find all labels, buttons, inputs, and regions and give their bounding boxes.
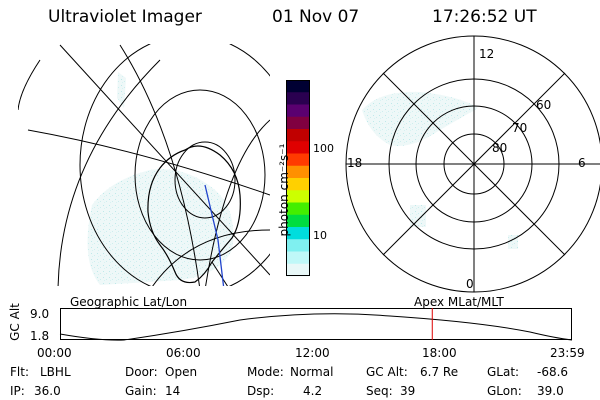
dsp-value: 4.2 xyxy=(303,384,323,398)
colorbar-band xyxy=(286,80,310,93)
lat-label-70: 70 xyxy=(512,121,528,135)
dsp-label: Dsp: xyxy=(247,384,275,398)
colorbar-tick-100: 100 xyxy=(313,142,334,155)
gain-value: 14 xyxy=(165,384,181,398)
gain-label: Gain: xyxy=(125,384,157,398)
lat-label-60: 60 xyxy=(536,98,552,112)
flt-label: Flt: xyxy=(10,365,29,379)
flt-value: LBHL xyxy=(40,365,71,379)
apex-map-label: Apex MLat/MLT xyxy=(414,295,504,309)
gcalt-label: GC Alt: xyxy=(366,365,408,379)
date-label: 01 Nov 07 xyxy=(272,7,360,27)
time-tick-1200: 12:00 xyxy=(295,346,330,360)
color-bar xyxy=(286,80,310,277)
mlt-label-12: 12 xyxy=(479,47,495,61)
altitude-plot xyxy=(59,308,573,341)
colorbar-band xyxy=(286,239,310,252)
colorbar-tick-10: 10 xyxy=(313,229,327,242)
ip-label: IP: xyxy=(10,384,25,398)
colorbar-band xyxy=(286,141,310,154)
time-tick-0000: 00:00 xyxy=(37,346,72,360)
time-tick-2359: 23:59 xyxy=(550,346,585,360)
colorbar-band xyxy=(286,92,310,105)
glat-label: GLat: xyxy=(487,365,520,379)
mlt-label-0: 0 xyxy=(466,277,474,291)
colorbar-band xyxy=(286,263,310,277)
colorbar-band xyxy=(286,116,310,130)
colorbar-band xyxy=(286,214,310,228)
geographic-map-label: Geographic Lat/Lon xyxy=(70,295,188,309)
glon-label: GLon: xyxy=(487,384,522,398)
door-value: Open xyxy=(165,365,198,379)
mode-label: Mode: xyxy=(247,365,284,379)
seq-value: 39 xyxy=(400,384,416,398)
instrument-title: Ultraviolet Imager xyxy=(48,7,202,27)
mlt-label-6: 6 xyxy=(578,156,586,170)
colorbar-band xyxy=(286,190,310,203)
altitude-axis-label: GC Alt xyxy=(8,303,22,341)
door-label: Door: xyxy=(125,365,158,379)
colorbar-band xyxy=(286,104,310,118)
colorbar-band xyxy=(286,178,310,191)
time-label: 17:26:52 UT xyxy=(432,7,537,27)
colorbar-band xyxy=(286,153,310,167)
altitude-tick-min: 1.8 xyxy=(30,329,50,343)
colorbar-band xyxy=(286,251,310,265)
colorbar-band xyxy=(286,227,310,240)
mode-value: Normal xyxy=(290,365,334,379)
ip-value: 36.0 xyxy=(34,384,61,398)
seq-label: Seq: xyxy=(366,384,393,398)
colorbar-band xyxy=(286,202,310,216)
glon-value: 39.0 xyxy=(537,384,564,398)
gcalt-value: 6.7 Re xyxy=(420,365,459,379)
lat-label-80: 80 xyxy=(492,141,508,155)
glat-value: -68.6 xyxy=(537,365,569,379)
mlt-label-18: 18 xyxy=(347,156,363,170)
colorbar-band xyxy=(286,165,310,179)
time-tick-0600: 06:00 xyxy=(166,346,201,360)
time-tick-1800: 18:00 xyxy=(422,346,457,360)
altitude-tick-max: 9.0 xyxy=(30,307,50,321)
colorbar-band xyxy=(286,129,310,142)
